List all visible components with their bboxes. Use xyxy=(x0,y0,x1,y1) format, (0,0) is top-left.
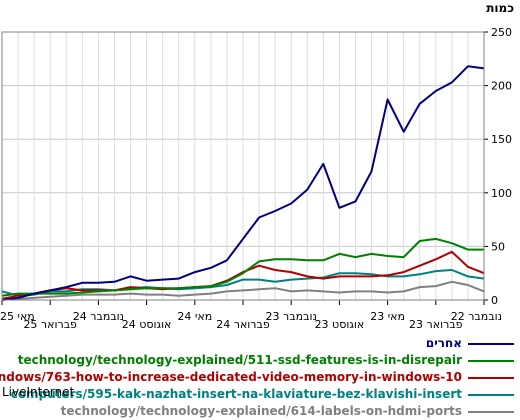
legend-swatch xyxy=(468,360,514,362)
series-line xyxy=(1,65,485,301)
x-tick-label: נובמבר 24 xyxy=(73,310,124,323)
series-lines xyxy=(1,65,485,301)
y-tick-label: 150 xyxy=(491,133,512,146)
y-tick-label: 250 xyxy=(491,26,512,39)
x-tick-label: נובמבר 23 xyxy=(266,310,317,323)
legend-swatch xyxy=(468,343,514,345)
legend-swatch xyxy=(468,394,514,396)
x-tick-label: פברואר 25 xyxy=(23,318,77,331)
y-tick-label: 0 xyxy=(491,294,498,307)
y-tick-label: 50 xyxy=(491,240,505,253)
series-line xyxy=(1,237,484,297)
legend-swatch xyxy=(468,411,514,413)
legend-item: technology/technology-explained/511-ssd-… xyxy=(0,352,520,369)
x-tick-label: אוגוסט 24 xyxy=(122,318,172,331)
x-tick-label: מאי 24 xyxy=(177,310,212,323)
y-axis-label: כמות xyxy=(486,1,514,15)
x-tick-label: פברואר 23 xyxy=(409,318,463,331)
x-tick-label: פברואר 24 xyxy=(216,318,270,331)
x-tick-label: נובמבר 22 xyxy=(451,310,502,323)
legend-label: computers/595-kak-nazhat-insert-na-klavi… xyxy=(10,387,462,401)
legend-item: אחרים xyxy=(0,335,520,352)
series-line xyxy=(2,280,485,300)
legend-item: technology/technology-explained/614-labe… xyxy=(0,403,520,420)
x-tick-label: מאי 23 xyxy=(370,310,405,323)
legend-item: computers/595-kak-nazhat-insert-na-klavi… xyxy=(0,386,520,403)
plot-border xyxy=(1,31,485,301)
y-tick-label: 100 xyxy=(491,187,512,200)
legend-label: technology/technology-explained/511-ssd-… xyxy=(17,353,462,367)
legend-swatch xyxy=(468,377,514,379)
brand-label: LiveInternet xyxy=(2,385,75,399)
x-tick-label: מאי 25 xyxy=(0,310,35,323)
legend-item: windows/763-how-to-increase-dedicated-vi… xyxy=(0,369,520,386)
legend: אחרים technology/technology-explained/511… xyxy=(0,335,520,418)
legend-label: אחרים xyxy=(425,336,462,350)
y-tick-label: 200 xyxy=(491,80,512,93)
x-tick-label: אוגוסט 23 xyxy=(315,318,365,331)
grid xyxy=(1,31,485,301)
legend-label: technology/technology-explained/614-labe… xyxy=(60,404,462,418)
legend-label: windows/763-how-to-increase-dedicated-vi… xyxy=(0,370,462,384)
series-line xyxy=(1,269,485,297)
